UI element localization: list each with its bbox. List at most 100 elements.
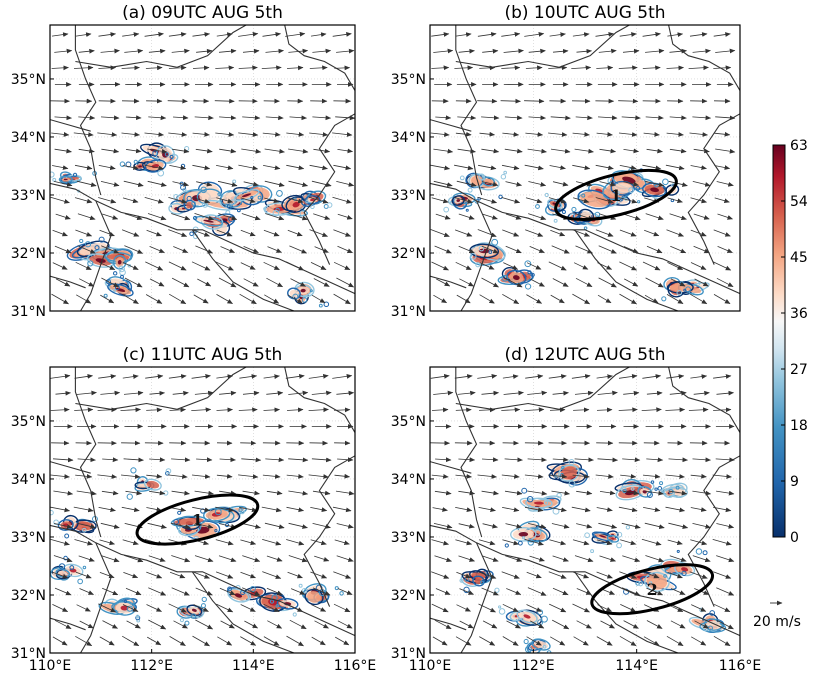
wind-vector [716,490,735,496]
y-tick-label: 35°N [391,72,426,88]
wind-vector [455,636,472,646]
wind-vector [101,490,119,496]
wind-vector [670,278,686,287]
wind-vector [430,229,450,237]
echo-speck [136,618,141,623]
wind-vector [74,539,93,546]
wind-vector [308,373,329,379]
wind-vector [167,98,188,104]
wind-vector [313,278,330,287]
colorbar-tick-label: 36 [790,306,808,322]
y-tick-label: 31°N [11,646,46,662]
wind-vector [120,474,141,479]
y-tick-label: 33°N [11,188,46,204]
wind-vector [575,115,593,121]
wind-vector [194,555,214,563]
wind-vector [552,278,569,287]
echo-speck [135,615,141,621]
wind-vector [148,555,166,562]
wind-vector [530,620,545,629]
wind-vector [195,245,214,254]
wind-vector [618,506,638,513]
wind-vector [53,181,73,187]
wind-vector [75,32,92,38]
echo-speck [263,207,267,211]
province-boundary [687,113,740,265]
wind-vector [524,538,544,546]
wind-vector [97,132,118,137]
wind-vector [713,261,732,271]
wind-vector [552,48,569,54]
wind-vector [643,131,660,137]
wind-vector [123,572,139,579]
echo-core [513,275,520,281]
echo-speck [524,283,532,290]
wind-vector [100,294,115,304]
wind-vector [713,65,732,71]
wind-vector [288,180,308,187]
wind-vector [334,407,351,413]
echo-speck [84,241,92,248]
wind-vector [595,474,614,479]
wind-vector [97,474,118,479]
wind-vector [219,490,237,496]
wind-vector [168,65,187,71]
wind-vector [148,48,166,54]
wind-vector [55,213,71,220]
wind-vector [550,294,565,304]
wind-vector [100,115,120,121]
wind-vector [52,636,68,646]
wind-vector [214,98,235,104]
wind-vector [528,115,546,121]
wind-vector [287,229,303,237]
map-frame [429,366,741,654]
wind-vector [456,294,471,304]
wind-vector [620,473,637,479]
echo-speck [53,519,59,526]
wind-vector [74,197,93,204]
wind-vector [262,539,282,546]
wind-vector [219,457,236,463]
echo-speck [628,187,635,194]
wind-vector [144,164,165,171]
wind-vector [572,293,591,305]
wind-vector [457,148,476,154]
echo-speck [646,491,653,498]
wind-vector [333,571,352,579]
wind-vector [692,48,711,54]
wind-vector [548,132,568,137]
wind-vector [242,555,261,563]
wind-vector [433,48,454,54]
wind-vector [505,181,522,187]
echo-speck [534,529,542,536]
wind-vector [454,164,474,171]
wind-vector [79,620,94,629]
wind-vector [646,587,664,596]
echo-speck [498,605,502,609]
wind-vector [149,457,166,463]
wind-vector [73,506,94,513]
wind-vector [264,197,280,203]
wind-vector [53,490,74,496]
wind-vector [433,148,454,154]
wind-vector [501,32,521,37]
echo-speck [443,206,450,213]
wind-vector [571,506,591,513]
wind-vector [458,48,475,54]
echo-speck [64,533,70,539]
wind-vector [286,635,304,647]
wind-vector [52,571,69,579]
wind-vector [148,587,167,596]
wind-vector [477,229,497,237]
wind-vector [713,294,731,304]
wind-vector [216,197,234,204]
echo-speck [217,192,221,196]
echo-speck [201,596,207,603]
wind-vector [574,555,594,563]
wind-vector [169,571,186,579]
wind-vector [52,229,68,237]
wind-vector [215,571,234,579]
wind-vector [552,390,569,396]
wind-vector [716,277,734,288]
wind-vector [455,507,473,513]
